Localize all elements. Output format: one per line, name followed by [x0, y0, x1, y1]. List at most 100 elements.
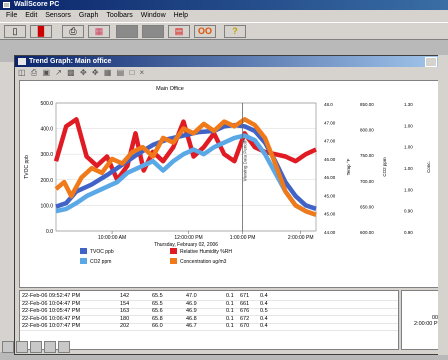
trend-graph-titlebar[interactable]: Trend Graph: Main office	[15, 56, 448, 67]
right-axis-label: Conc.	[426, 161, 431, 173]
table-row[interactable]: 22-Feb-06 10:05:47 PM 163 65.6 46.9 0.1 676 0.…	[20, 308, 398, 316]
legend-swatch	[80, 258, 87, 264]
right-tick-label: 46.00	[324, 157, 336, 162]
print-graph-icon[interactable]: ⎙	[30, 68, 38, 77]
x-tick-label: 12:00:00 PM	[174, 235, 202, 241]
table-cell: 0.4	[260, 323, 268, 329]
status-button-1[interactable]	[2, 341, 14, 353]
trend-plot[interactable]: Main Office 500.0 400.0 300.0 200.0 100.0 0.0 T…	[19, 80, 445, 288]
x-axis-label: Thursday, February 02, 2006	[154, 242, 218, 248]
status-buttons	[0, 339, 80, 353]
right-tick-label: 45.00	[324, 193, 336, 198]
menu-window[interactable]: Window	[140, 12, 166, 19]
close-graph-icon[interactable]: ×	[139, 68, 145, 77]
table-row[interactable]: 22-Feb-06 10:04:47 PM 154 65.5 46.9 0.1 661 0.…	[20, 301, 398, 309]
gray-icon-2[interactable]	[142, 25, 164, 38]
table-cell: 22-Feb-06 10:07:47 PM	[22, 323, 81, 329]
right-tick-label: 600.00	[360, 230, 374, 235]
print-icon[interactable]: ⎙	[62, 25, 84, 38]
table-cell: 46.8	[186, 315, 197, 322]
x-tick-label: 10:00:00 AM	[98, 235, 126, 241]
trend-graph-window[interactable]: Trend Graph: Main office ◫ ⎙ ▣ ↗ ▩ ✥ ✥ ▦…	[14, 55, 448, 355]
x-tick-label: 2:00:00 PM	[288, 235, 314, 241]
right-tick-label: 850.00	[360, 102, 374, 107]
table-icon[interactable]: ▦	[103, 68, 112, 77]
main-toolbar: ▯ █ ⎙ ▦ ▤ OO ?	[0, 22, 448, 40]
legend-label: Concentration ug/m3	[180, 259, 227, 265]
table-cell: 154	[120, 300, 130, 307]
right-tick-label: 0.90	[404, 209, 413, 214]
chart-icon[interactable]: ▦	[88, 25, 110, 38]
legend-swatch	[170, 248, 177, 254]
table-row[interactable]: 22-Feb-06 10:06:47 PM 180 65.8 46.8 0.1 672 0.…	[20, 316, 398, 324]
right-axis-label: CO2 ppm	[382, 157, 387, 177]
menu-edit[interactable]: Edit	[25, 12, 38, 19]
table-row[interactable]: 22-Feb-06 09:52:47 PM 142 65.5 47.0 0.1 671 0.…	[20, 293, 398, 301]
graph-icon[interactable]: █	[30, 25, 52, 38]
right-tick-label: 1.30	[404, 102, 413, 107]
table-cell: 202	[120, 323, 130, 329]
table-cell: 65.6	[152, 308, 163, 314]
table-cell: 46.9	[186, 308, 197, 314]
table-cell: 0.1	[226, 315, 234, 322]
trend-chart-svg[interactable]: Main Office 500.0 400.0 300.0 200.0 100.0 0.0 T…	[20, 81, 444, 287]
fit-icon[interactable]: □	[129, 68, 135, 77]
trend-graph-title: Trend Graph: Main office	[29, 58, 112, 65]
table-cell: 65.8	[152, 315, 163, 322]
app-icon	[3, 2, 10, 8]
move-icon[interactable]: ✥	[91, 68, 99, 77]
gray-icon[interactable]	[116, 25, 138, 38]
status-button-3[interactable]	[30, 341, 42, 353]
side-label: 00:0	[432, 315, 443, 321]
right-dock	[438, 55, 448, 355]
table-cell: 65.5	[152, 293, 163, 299]
menu-graph[interactable]: Graph	[78, 12, 99, 19]
table-cell: 66.0	[152, 323, 163, 329]
status-button-4[interactable]	[44, 341, 56, 353]
grid-icon[interactable]: ▤	[116, 68, 125, 77]
table-cell: 0.1	[226, 293, 234, 299]
axis-icon[interactable]: ↗	[55, 68, 62, 77]
table-cell: 0.1	[226, 300, 234, 307]
copy-icon[interactable]: ◫	[18, 68, 26, 77]
status-button-2[interactable]	[16, 341, 28, 353]
help-icon[interactable]: ?	[224, 25, 246, 38]
zoom-icon[interactable]: ▣	[42, 68, 50, 77]
table-cell: 676	[240, 308, 250, 314]
menu-help[interactable]: Help	[173, 12, 188, 19]
right-tick-label: 0.90	[404, 230, 413, 235]
table-cell: 22-Feb-06 10:05:47 PM	[22, 308, 81, 314]
readings-table[interactable]: 22-Feb-06 09:52:47 PM 142 65.5 47.0 0.1 671 0.…	[19, 290, 399, 350]
app-title: WallScore PC	[14, 1, 60, 8]
table-row[interactable]: 22-Feb-06 10:07:47 PM 202 66.0 46.7 0.1 670 0.…	[20, 323, 398, 331]
oo-icon[interactable]: OO	[194, 25, 216, 38]
right-tick-label: 45.00	[324, 212, 336, 217]
legend-label: CO2 ppm	[90, 259, 111, 265]
series-line	[55, 133, 317, 217]
table-cell: 670	[240, 323, 250, 329]
table-cell: 22-Feb-06 10:04:47 PM	[22, 300, 81, 307]
right-tick-label: 47.00	[324, 139, 336, 144]
menu-sensors[interactable]: Sensors	[45, 12, 71, 19]
chart-title: Main Office	[156, 86, 184, 92]
right-tick-label: 48.0	[324, 102, 333, 107]
table-cell: 22-Feb-06 09:52:47 PM	[22, 293, 81, 299]
table-cell: 0.4	[260, 300, 268, 307]
save-icon[interactable]: ▯	[4, 25, 26, 38]
y-tick-label: 300.0	[40, 152, 53, 158]
minimize-button[interactable]	[425, 57, 437, 67]
pan-icon[interactable]: ✥	[79, 68, 87, 77]
status-button-5[interactable]	[58, 341, 70, 353]
menu-toolbars[interactable]: Toolbars	[106, 12, 133, 19]
menu-file[interactable]: File	[6, 12, 18, 19]
x-tick-label: 1:00:00 PM	[230, 235, 256, 241]
window-icon[interactable]: ▤	[168, 25, 190, 38]
right-tick-label: 1.00	[404, 145, 413, 150]
legend-label: Relative Humidity %RH	[180, 249, 232, 255]
right-tick-label: 700.00	[360, 179, 374, 184]
y-tick-label: 500.0	[40, 101, 53, 107]
right-tick-label: 44.00	[324, 230, 336, 235]
select-icon[interactable]: ▩	[67, 68, 75, 77]
right-tick-label: 47.00	[324, 120, 336, 125]
